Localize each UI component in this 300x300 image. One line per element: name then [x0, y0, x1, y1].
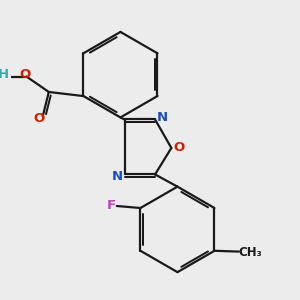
Text: O: O — [19, 68, 30, 81]
Text: CH₃: CH₃ — [238, 246, 262, 259]
Text: O: O — [33, 112, 44, 125]
Text: H: H — [0, 68, 8, 81]
Text: N: N — [112, 169, 123, 183]
Text: O: O — [174, 142, 185, 154]
Text: N: N — [157, 111, 168, 124]
Text: F: F — [106, 199, 116, 212]
